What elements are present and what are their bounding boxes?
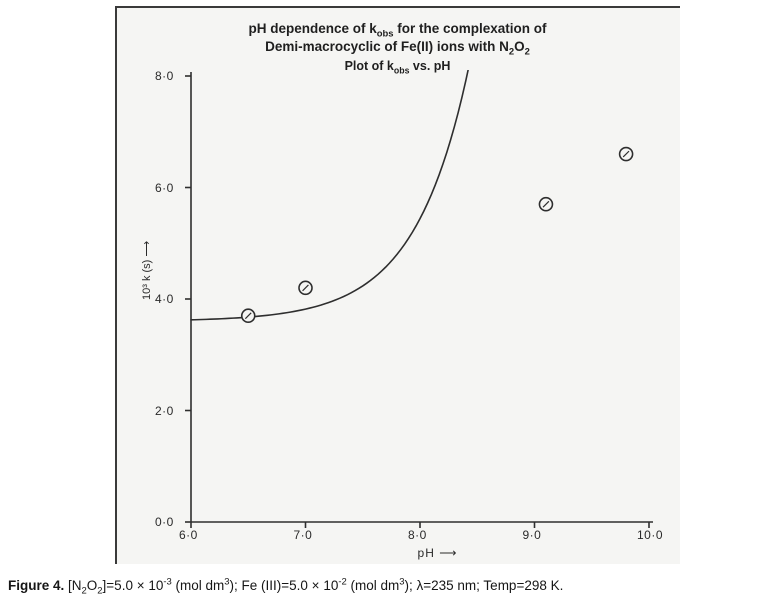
y-tick-label: 2·0 (155, 404, 174, 418)
cap-s3: -3 (163, 577, 171, 588)
y-tick-label: 6·0 (155, 181, 174, 195)
cap-s5: -2 (338, 577, 346, 588)
y-tick-label: 0·0 (155, 515, 174, 529)
x-tick-label: 8·0 (408, 528, 427, 542)
cap-7: ); λ=235 nm; Temp=298 K. (405, 578, 564, 593)
x-tick-label: 9·0 (523, 528, 542, 542)
y-tick-label: 8·0 (155, 69, 174, 83)
y-tick-label: 4·0 (155, 292, 174, 306)
x-axis-label: pH ⟶ (0, 546, 775, 560)
x-axis-label-text: pH ⟶ (418, 546, 458, 560)
x-tick-label: 6·0 (179, 528, 198, 542)
cap-4: (mol dm (172, 578, 225, 593)
plot-svg (185, 70, 655, 530)
y-axis-label: 10³ k (s) ⟶ (140, 241, 153, 300)
x-tick-label: 10·0 (637, 528, 663, 542)
caption-label: Figure 4. (8, 578, 64, 593)
cap-6: (mol dm (347, 578, 400, 593)
plot-area (185, 70, 655, 530)
cap-2: O (87, 578, 98, 593)
x-tick-label: 7·0 (294, 528, 313, 542)
figure-caption: Figure 4. [N2O2]=5.0 × 10-3 (mol dm3); F… (8, 578, 767, 593)
cap-5: ); Fe (III)=5.0 × 10 (230, 578, 339, 593)
cap-1: [N (64, 578, 81, 593)
figure-container: { "figure": { "title_lines": { "l1_pre":… (0, 0, 775, 605)
cap-3: ]=5.0 × 10 (103, 578, 164, 593)
